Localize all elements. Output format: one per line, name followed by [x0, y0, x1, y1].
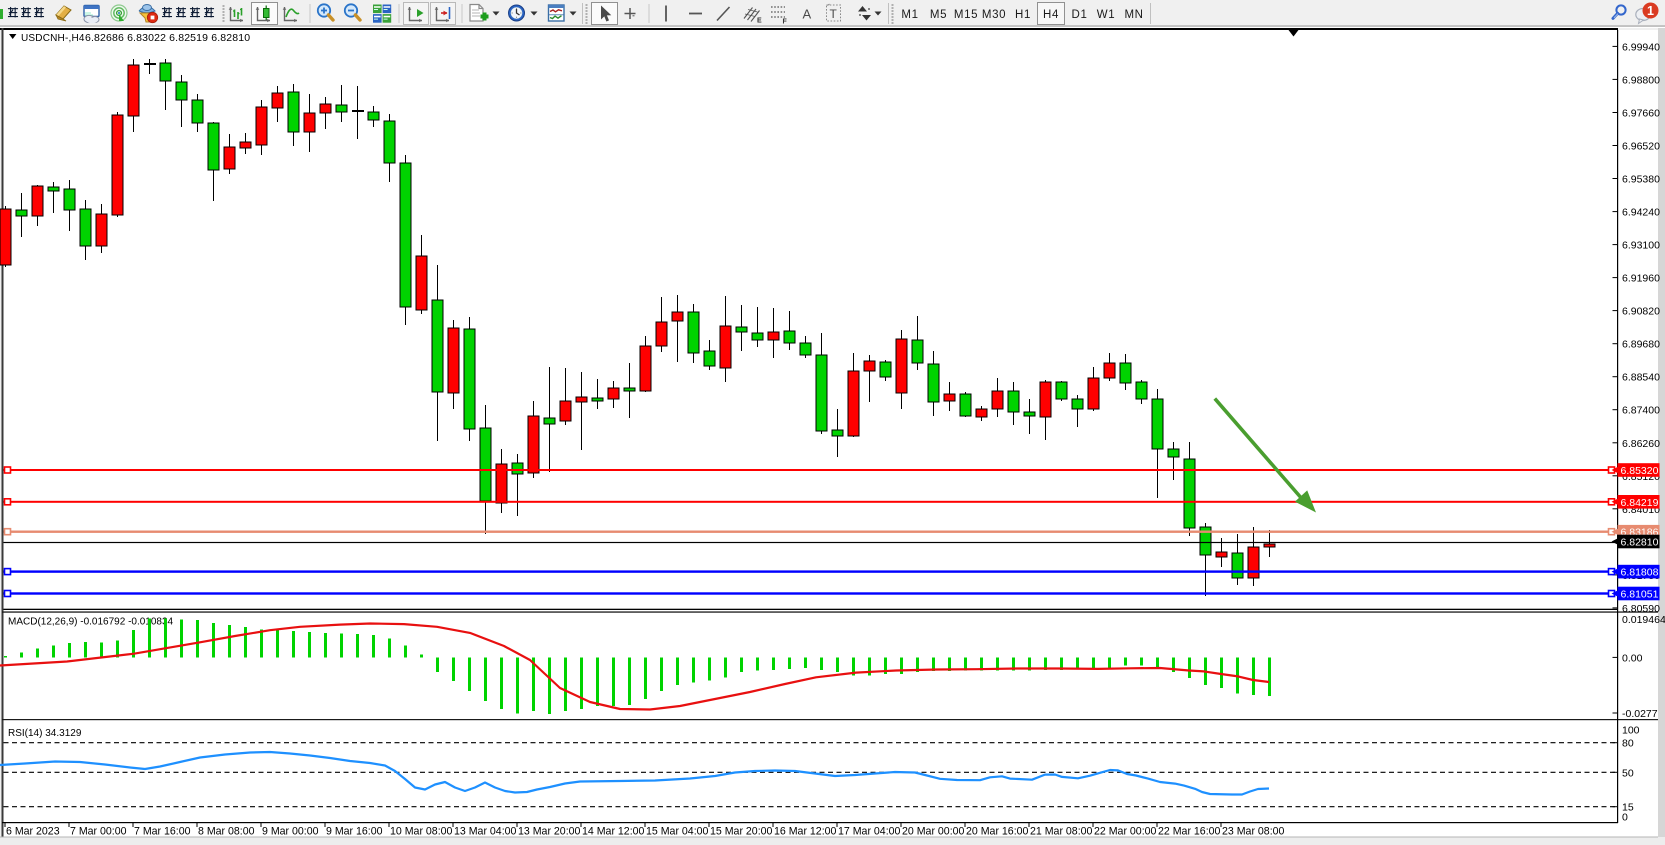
svg-text:8 Mar 08:00: 8 Mar 08:00: [198, 826, 255, 838]
svg-text:6.81051: 6.81051: [1621, 589, 1659, 601]
svg-text:15 Mar 20:00: 15 Mar 20:00: [710, 826, 773, 838]
svg-text:T: T: [830, 7, 838, 21]
svg-text:21 Mar 08:00: 21 Mar 08:00: [1030, 826, 1093, 838]
svg-text:F: F: [783, 19, 788, 26]
svg-text:MN: MN: [1124, 9, 1143, 21]
svg-text:13 Mar 04:00: 13 Mar 04:00: [454, 826, 517, 838]
svg-text:M1: M1: [901, 9, 918, 21]
svg-text:9 Mar 16:00: 9 Mar 16:00: [326, 826, 383, 838]
svg-text:6.86260: 6.86260: [1622, 438, 1660, 450]
svg-text:6 Mar 2023: 6 Mar 2023: [6, 826, 60, 838]
svg-text:22 Mar 00:00: 22 Mar 00:00: [1094, 826, 1157, 838]
svg-text:M5: M5: [930, 9, 947, 21]
svg-text:17 Mar 04:00: 17 Mar 04:00: [838, 826, 901, 838]
svg-text:6.82686 6.83022 6.82519 6.8281: 6.82686 6.83022 6.82519 6.82810: [85, 32, 250, 44]
svg-text:14 Mar 12:00: 14 Mar 12:00: [582, 826, 645, 838]
svg-text:RSI(14) 34.3129: RSI(14) 34.3129: [8, 728, 82, 739]
svg-text:100: 100: [1622, 725, 1640, 737]
svg-text:7 Mar 00:00: 7 Mar 00:00: [70, 826, 127, 838]
svg-text:A: A: [803, 7, 812, 22]
svg-text:15: 15: [1622, 802, 1634, 814]
svg-text:6.97660: 6.97660: [1622, 108, 1660, 120]
svg-text:H1: H1: [1015, 9, 1031, 21]
svg-text:6.95380: 6.95380: [1622, 174, 1660, 186]
svg-text:0.00: 0.00: [1622, 652, 1643, 664]
svg-text:6.91960: 6.91960: [1622, 273, 1660, 285]
svg-text:W1: W1: [1097, 9, 1115, 21]
svg-text:16 Mar 12:00: 16 Mar 12:00: [774, 826, 837, 838]
svg-text:M15: M15: [954, 9, 978, 21]
svg-text:H4: H4: [1043, 9, 1059, 21]
svg-text:7 Mar 16:00: 7 Mar 16:00: [134, 826, 191, 838]
svg-text:0.019464: 0.019464: [1622, 614, 1665, 626]
svg-text:22 Mar 16:00: 22 Mar 16:00: [1158, 826, 1221, 838]
svg-text:6.84219: 6.84219: [1621, 497, 1659, 509]
svg-text:20 Mar 00:00: 20 Mar 00:00: [902, 826, 965, 838]
svg-text:6.94240: 6.94240: [1622, 207, 1660, 219]
svg-text:20 Mar 16:00: 20 Mar 16:00: [966, 826, 1029, 838]
svg-text:80: 80: [1622, 738, 1634, 750]
svg-text:10 Mar 08:00: 10 Mar 08:00: [390, 826, 453, 838]
svg-text:E: E: [757, 18, 762, 25]
svg-text:1: 1: [1647, 4, 1654, 18]
svg-text:23 Mar 08:00: 23 Mar 08:00: [1222, 826, 1285, 838]
svg-text:6.82810: 6.82810: [1621, 537, 1659, 549]
svg-text:50: 50: [1622, 767, 1634, 779]
svg-text:MACD(12,26,9) -0.016792 -0.010: MACD(12,26,9) -0.016792 -0.010834: [8, 617, 174, 628]
svg-text:6.80590: 6.80590: [1622, 603, 1660, 615]
svg-text:6.81808: 6.81808: [1621, 567, 1659, 579]
svg-text:0: 0: [1622, 812, 1628, 824]
svg-text:6.89680: 6.89680: [1622, 339, 1660, 351]
svg-text:-0.0277: -0.0277: [1622, 708, 1658, 720]
svg-text:D1: D1: [1072, 9, 1088, 21]
svg-text:6.88540: 6.88540: [1622, 372, 1660, 384]
svg-text:6.96520: 6.96520: [1622, 141, 1660, 153]
svg-text:13 Mar 20:00: 13 Mar 20:00: [518, 826, 581, 838]
svg-text:6.85320: 6.85320: [1621, 465, 1659, 477]
svg-text:6.93100: 6.93100: [1622, 240, 1660, 252]
svg-text:USDCNH-,H4: USDCNH-,H4: [21, 33, 85, 44]
svg-text:6.98800: 6.98800: [1622, 74, 1660, 86]
svg-text:6.90820: 6.90820: [1622, 306, 1660, 318]
svg-text:15 Mar 04:00: 15 Mar 04:00: [646, 826, 709, 838]
svg-text:M30: M30: [982, 9, 1006, 21]
svg-text:6.87400: 6.87400: [1622, 405, 1660, 417]
svg-text:6.99940: 6.99940: [1622, 41, 1660, 53]
svg-text:9 Mar 00:00: 9 Mar 00:00: [262, 826, 319, 838]
